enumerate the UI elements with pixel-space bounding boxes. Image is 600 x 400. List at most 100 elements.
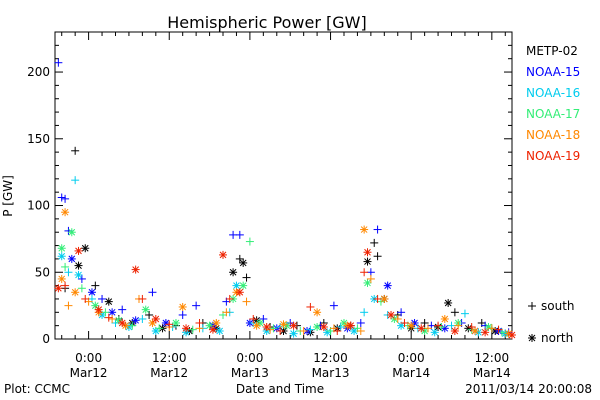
north-point [464,324,473,333]
north-point [444,298,453,307]
south-point [81,294,90,303]
legend-entry: NOAA-18 [526,128,580,142]
north-point [67,254,76,263]
north-point [208,325,217,334]
south-point [393,314,402,323]
north-point [440,314,449,323]
x-tick-label-date: Mar12 [70,366,108,380]
x-axis: 0:00Mar1212:00Mar120:00Mar1312:00Mar130:… [61,32,511,380]
y-tick-label: 150 [27,132,50,146]
north-point [219,250,228,259]
south-point [434,321,443,330]
north-point [407,321,416,330]
south-point [61,194,70,203]
north-point [380,294,389,303]
legend: METP-02 NOAA-15 NOAA-16 NOAA-17 NOAA-18 NOAA-… [526,44,580,163]
south-point [71,176,80,185]
plot-credit: Plot: CCMC [4,382,70,396]
south-point [356,326,365,335]
south-point [155,324,164,333]
south-point [276,326,285,335]
north-point [471,326,480,335]
south-point [229,230,238,239]
south-point [242,297,251,306]
x-tick-label-time: 12:00 [152,351,187,365]
south-point [104,313,113,322]
south-point [249,314,258,323]
north-point [81,244,90,253]
south-point [336,322,345,331]
marker-legend: south north [528,299,575,345]
x-tick-label-time: 0:00 [75,351,102,365]
south-point [71,146,80,155]
south-point [108,314,117,323]
north-point [71,288,80,297]
south-point [360,268,369,277]
north-point [440,324,449,333]
marker-legend-label: south [541,299,575,313]
north-point [118,318,127,327]
north-point [319,322,328,331]
timestamp: 2011/03/14 20:00:08 [465,382,592,396]
south-point [333,326,342,335]
south-point [98,294,107,303]
north-point [67,228,76,237]
x-tick-label-time: 0:00 [398,351,425,365]
north-point [215,326,224,335]
north-point [161,318,170,327]
north-point [94,305,103,314]
north-point [346,321,355,330]
south-point [77,284,86,293]
data-points [54,58,516,339]
south-point [245,237,254,246]
north-point [508,330,516,339]
north-point [124,322,133,331]
north-point [363,278,372,287]
x-tick-label-time: 12:00 [313,351,348,365]
south-point [329,301,338,310]
north-point [363,248,372,257]
south-point [487,324,496,333]
north-point [383,281,392,290]
south-point [61,262,70,271]
north-point [252,321,261,330]
legend-entry: NOAA-16 [526,86,580,100]
south-point [366,274,375,283]
north-point [313,322,322,331]
north-marker-symbol [528,334,536,342]
y-tick-label: 50 [35,265,50,279]
north-point [151,314,160,323]
x-tick-label-date: Mar14 [473,366,511,380]
x-tick-label-time: 0:00 [236,351,263,365]
south-point [373,252,382,261]
north-point [74,270,83,279]
north-point [262,322,271,331]
legend-entry: NOAA-15 [526,65,580,79]
x-tick-label-date: Mar13 [231,366,269,380]
north-point [178,302,187,311]
south-point [373,225,382,234]
south-point [235,254,244,263]
north-point [289,329,298,338]
south-point [269,324,278,333]
north-point [74,261,83,270]
south-point [138,314,147,323]
south-point [195,318,204,327]
y-tick-label: 100 [27,199,50,213]
south-point [397,308,406,317]
north-point [108,308,117,317]
y-axis-label: P [GW] [1,175,15,217]
south-point [77,274,86,283]
south-point [235,230,244,239]
north-point [104,297,113,306]
south-point [188,325,197,334]
x-axis-label: Date and Time [236,382,324,396]
north-point [57,252,66,261]
north-point [255,318,264,327]
north-point [235,288,244,297]
south-point [148,288,157,297]
south-point [306,325,315,334]
north-point [131,316,140,325]
south-point [420,318,429,327]
